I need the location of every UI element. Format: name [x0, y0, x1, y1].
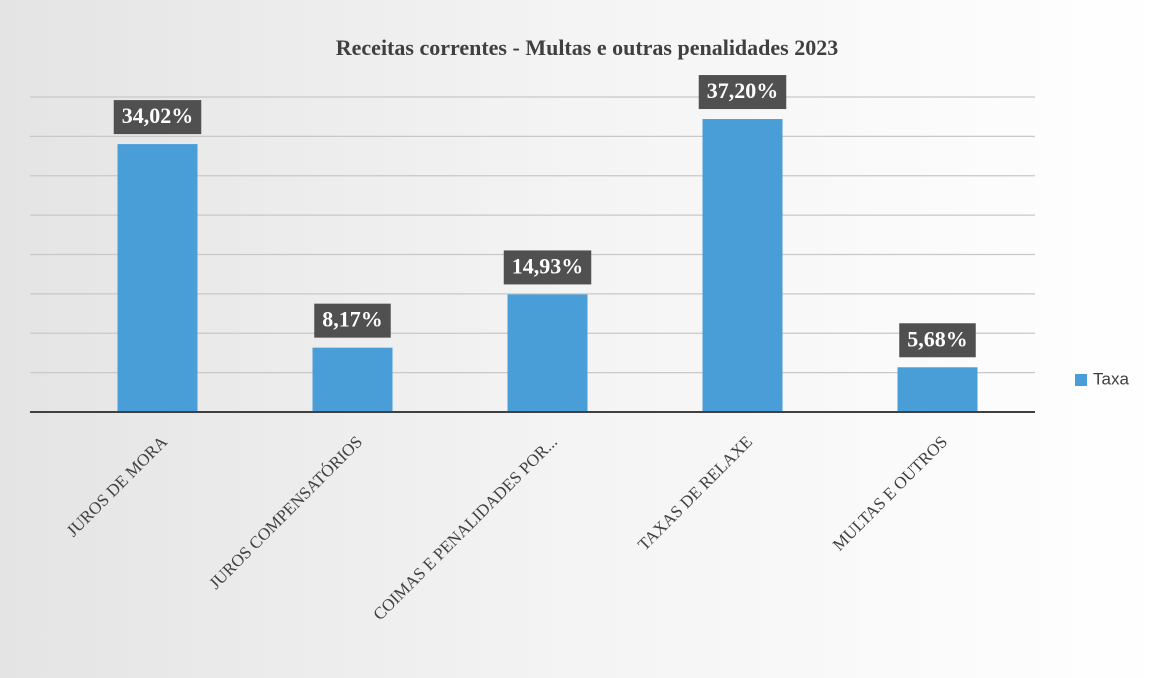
bar [312, 347, 393, 412]
value-label: 8,17% [322, 307, 383, 332]
bar [507, 294, 588, 412]
legend-label: Taxa [1093, 369, 1129, 388]
value-label-box [698, 75, 787, 110]
value-label: 14,93% [512, 253, 584, 278]
legend-swatch [1075, 374, 1087, 386]
value-label: 5,68% [907, 326, 968, 351]
value-label-box [113, 100, 202, 135]
value-label-box [503, 250, 592, 285]
chart-title: Receitas correntes - Multas e outras pen… [336, 35, 838, 60]
value-label-box [314, 303, 391, 338]
value-label-box [899, 323, 976, 358]
bar [117, 144, 198, 412]
value-label: 37,20% [707, 78, 779, 103]
bar [897, 367, 978, 412]
value-label: 34,02% [122, 103, 194, 128]
bar [702, 119, 783, 413]
